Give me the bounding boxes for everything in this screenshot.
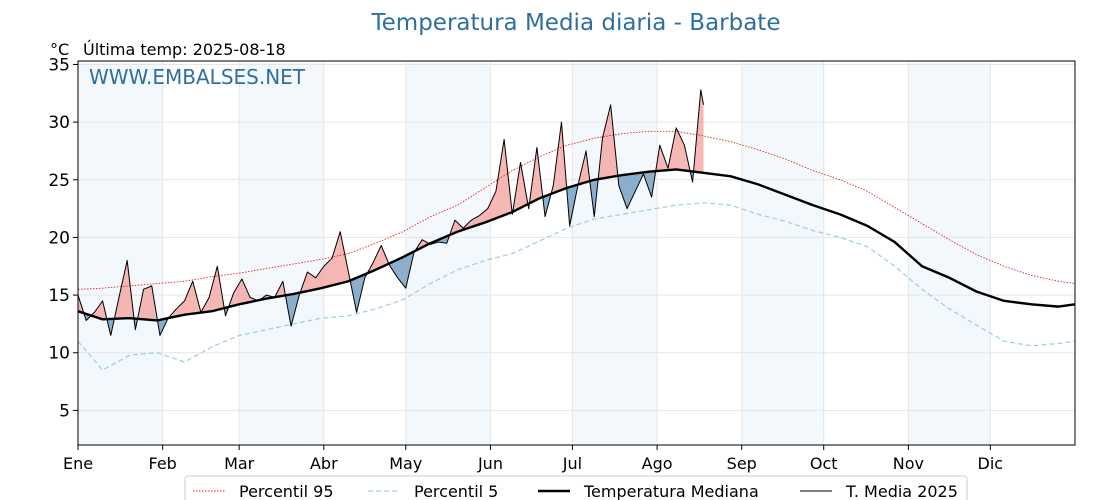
cold-anomaly-area — [618, 171, 656, 209]
last-temp-label: Última temp: 2025-08-18 — [83, 40, 286, 59]
warm-anomaly-area — [598, 104, 619, 180]
y-tick-label: 5 — [59, 401, 70, 421]
unit-label: °C — [50, 40, 69, 59]
warm-anomaly-area — [512, 162, 529, 212]
x-tick-label: Mar — [224, 454, 255, 473]
warm-anomaly-area — [551, 122, 567, 194]
warm-anomaly-area — [693, 89, 704, 173]
warm-anomaly-area — [168, 266, 225, 319]
cold-anomaly-area — [389, 250, 416, 289]
warm-anomaly-area — [275, 281, 286, 298]
month-band — [239, 61, 324, 445]
series-percentil-95 — [77, 130, 1076, 290]
chart-title: Temperatura Media diaria - Barbate — [371, 10, 781, 36]
warm-anomaly-area — [655, 127, 691, 172]
x-tick-label: Dic — [978, 454, 1004, 473]
x-axis: Ene Feb Mar Abr May Jun Jul Ago Sep Oct Nov Dic — [63, 445, 1003, 473]
warm-anomaly-area — [228, 278, 258, 307]
x-tick-label: Sep — [727, 454, 757, 473]
month-band — [741, 61, 824, 445]
x-tick-label: Abr — [310, 454, 338, 473]
x-tick-label: Nov — [893, 454, 924, 473]
y-tick-label: 35 — [48, 55, 70, 75]
x-tick-label: May — [389, 454, 422, 473]
y-tick-label: 25 — [48, 171, 70, 191]
cold-anomaly-area — [590, 179, 599, 217]
x-tick-label: Jul — [562, 454, 582, 473]
legend: Percentil 95 Percentil 5 Temperatura Media… — [184, 475, 968, 500]
warm-anomaly-area — [578, 150, 591, 185]
legend-label: Temperatura Mediana — [583, 482, 759, 500]
month-band — [78, 61, 163, 445]
y-axis: 5 10 15 20 25 30 35 — [48, 55, 78, 421]
cold-anomaly-area — [285, 292, 301, 327]
x-tick-label: Jun — [477, 454, 503, 473]
plot-frame — [77, 60, 1076, 446]
y-tick-label: 10 — [48, 344, 70, 364]
x-tick-label: Ago — [642, 454, 673, 473]
series-lines — [77, 89, 1076, 371]
legend-label: Percentil 95 — [239, 482, 334, 500]
month-band — [405, 61, 491, 445]
month-band — [908, 61, 991, 445]
series-t-media-2025 — [77, 89, 705, 336]
legend-box — [184, 475, 968, 500]
warm-anomaly-area — [78, 295, 85, 314]
legend-label: Percentil 5 — [414, 482, 498, 500]
legend-label: T. Media 2025 — [845, 482, 958, 500]
x-tick-label: Feb — [149, 454, 177, 473]
y-tick-label: 20 — [48, 228, 70, 248]
warm-anomaly-area — [450, 139, 513, 235]
warm-anomaly-area — [530, 147, 544, 204]
month-band — [572, 61, 658, 445]
series-temperatura-mediana — [77, 168, 1076, 322]
month-bands — [78, 61, 991, 445]
x-tick-label: Oct — [810, 454, 838, 473]
y-tick-label: 15 — [48, 286, 70, 306]
x-tick-label: Ene — [63, 454, 93, 473]
series-percentil-5 — [77, 202, 1076, 371]
warm-anomaly-area — [300, 231, 351, 293]
watermark: WWW.EMBALSES.NET — [89, 65, 306, 89]
warm-anomaly-area — [114, 260, 135, 319]
y-tick-label: 30 — [48, 113, 70, 133]
